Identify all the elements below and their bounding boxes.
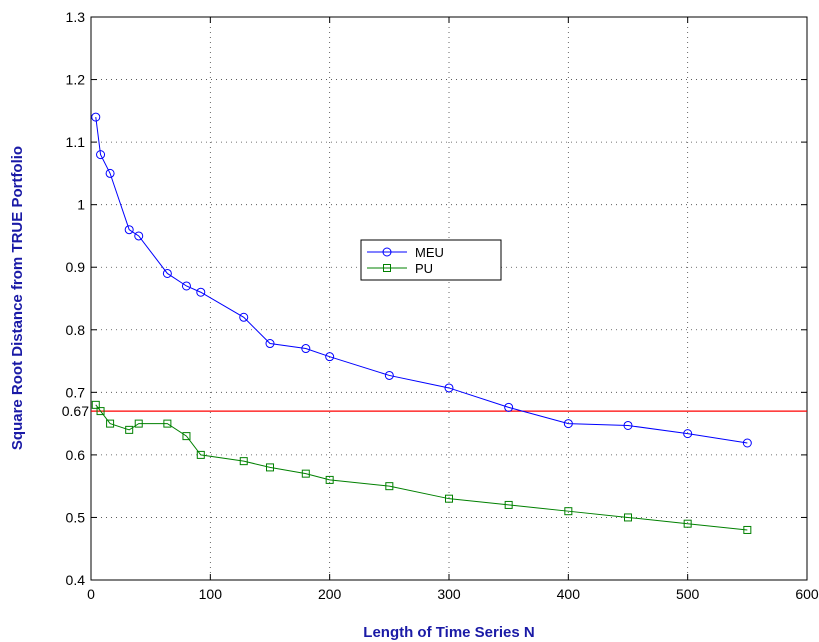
series-meu <box>91 112 752 448</box>
y-tick-label: 1 <box>77 197 85 213</box>
legend-marker-meu <box>382 247 392 257</box>
y-tick-label: 0.7 <box>66 384 86 400</box>
y-tick-label: 0.6 <box>66 447 86 463</box>
data-point-meu <box>504 402 514 412</box>
data-point-pu <box>564 507 573 516</box>
data-point-pu <box>91 400 100 409</box>
data-point-pu <box>163 419 172 428</box>
x-tick-label: 300 <box>437 586 461 602</box>
data-point-meu <box>265 339 275 349</box>
data-point-pu <box>96 407 105 416</box>
x-tick-label: 200 <box>318 586 342 602</box>
data-point-pu <box>445 494 453 503</box>
legend-box <box>360 239 502 281</box>
series-line-meu <box>95 117 748 444</box>
x-tick-label: 100 <box>199 586 223 602</box>
data-point-pu <box>196 450 205 459</box>
data-point-meu <box>196 287 206 297</box>
y-tick-label: 1.1 <box>66 134 86 150</box>
data-point-pu <box>504 500 513 509</box>
y-tick-label: 0.8 <box>66 322 86 338</box>
data-point-meu <box>325 352 335 362</box>
x-tick-label: 500 <box>676 586 700 602</box>
data-point-pu <box>239 457 248 466</box>
data-point-pu <box>385 482 394 491</box>
y-tick-label: 0.4 <box>66 572 86 588</box>
data-point-meu <box>239 312 249 322</box>
data-point-meu <box>134 231 144 241</box>
x-tick-label: 400 <box>557 586 581 602</box>
data-point-pu <box>182 432 191 441</box>
data-point-pu <box>134 419 143 428</box>
y-tick-label: 1.3 <box>66 9 86 25</box>
data-point-pu <box>125 425 134 434</box>
data-point-meu <box>742 438 752 448</box>
data-point-meu <box>384 370 394 380</box>
data-point-meu <box>96 150 106 160</box>
data-point-pu <box>325 475 334 484</box>
data-point-pu <box>106 419 115 428</box>
data-point-meu <box>181 281 191 291</box>
data-point-meu <box>91 112 101 122</box>
data-point-pu <box>683 519 692 528</box>
series-line-pu <box>95 404 748 531</box>
data-point-pu <box>301 469 310 478</box>
reference-line-label: 0.67 <box>62 403 89 419</box>
series-layer <box>91 112 752 534</box>
y-tick-label: 0.5 <box>66 509 86 525</box>
legend-marker-pu <box>383 264 391 272</box>
legend-label-pu: PU <box>415 261 433 276</box>
data-point-meu <box>444 383 454 393</box>
data-point-pu <box>624 513 632 522</box>
x-tick-label: 0 <box>87 586 95 602</box>
y-tick-label: 0.9 <box>66 259 86 275</box>
data-point-meu <box>623 420 633 430</box>
data-point-pu <box>266 463 274 472</box>
y-tick-label: 1.2 <box>66 72 86 88</box>
data-point-meu <box>563 419 573 429</box>
data-point-pu <box>743 525 752 534</box>
data-point-meu <box>683 429 693 439</box>
axis-ticks: 0 100 200 300 400 500 600 0.4 0.5 0.6 0.7 0.8 0.9 1 1.… <box>66 9 819 602</box>
legend-label-meu: MEU <box>415 245 444 260</box>
x-tick-label: 600 <box>795 586 819 602</box>
data-point-meu <box>105 168 115 178</box>
reference-line: 0.67 <box>62 403 807 419</box>
x-axis-title: Length of Time Series N <box>363 624 534 641</box>
data-point-meu <box>124 225 134 235</box>
y-axis-title: Square Root Distance from TRUE Portfolio <box>9 146 26 450</box>
data-point-meu <box>162 268 172 278</box>
series-pu <box>91 400 752 534</box>
data-point-meu <box>301 344 311 354</box>
